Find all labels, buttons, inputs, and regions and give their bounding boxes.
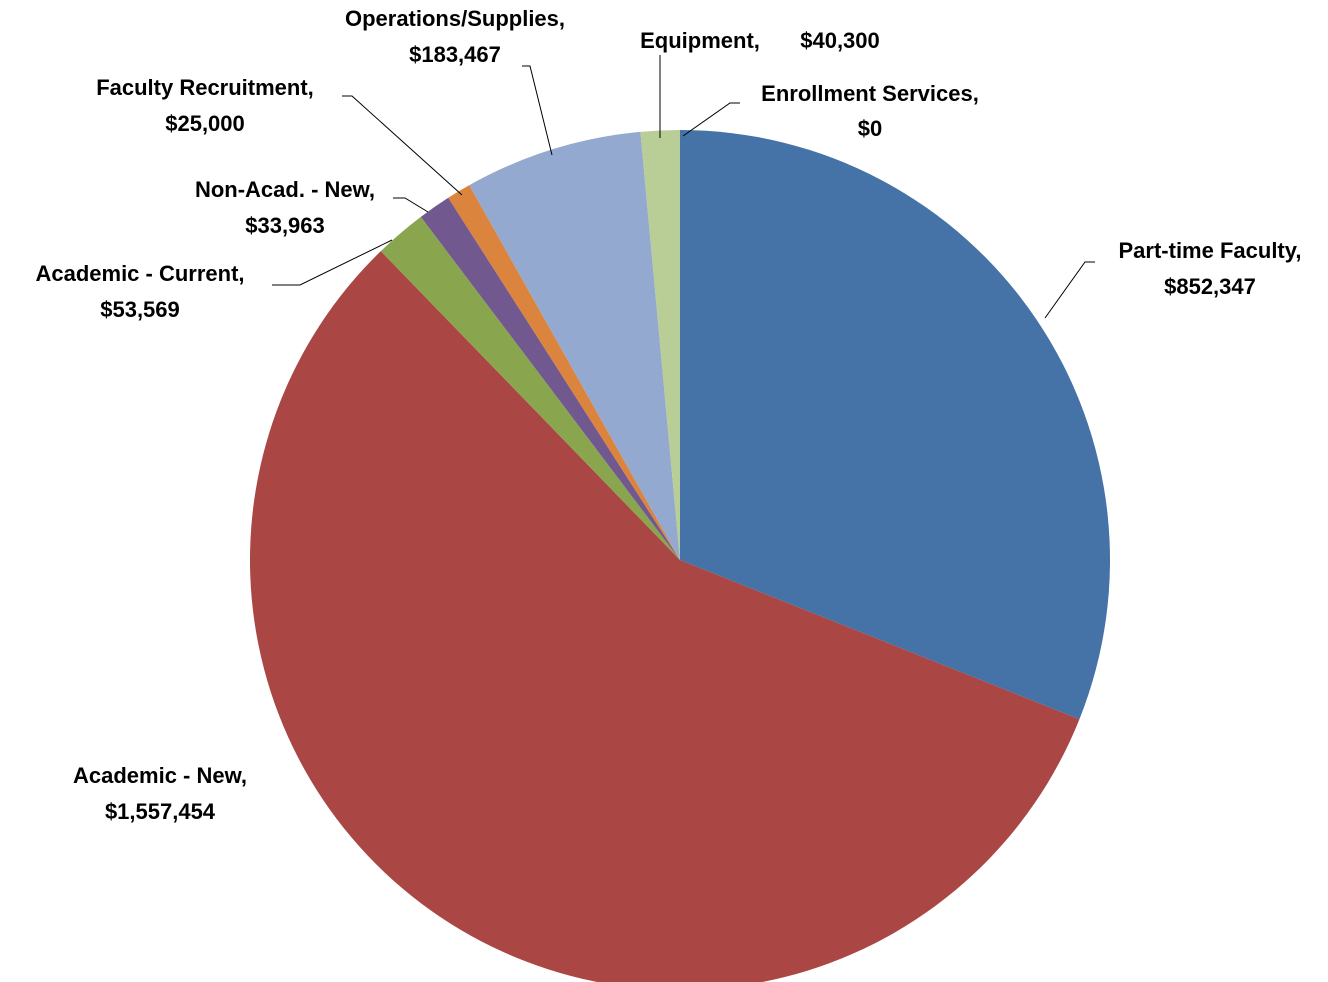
slice-label: Academic - Current, (35, 261, 244, 286)
slice-label: Equipment, (640, 28, 760, 53)
leader-line (342, 95, 463, 196)
pie-slice (640, 130, 680, 560)
pie-slice (249, 251, 1080, 982)
leader-line (682, 102, 740, 137)
slice-value-label: $183,467 (409, 42, 501, 67)
slice-label: Non-Acad. - New, (195, 177, 375, 202)
slice-label: Enrollment Services, (761, 81, 979, 106)
slice-label: Operations/Supplies, (345, 6, 565, 31)
pie-slice (420, 197, 680, 561)
leader-line (522, 65, 553, 156)
leader-line (393, 197, 429, 213)
pie-slice (469, 131, 680, 560)
pie-slice (448, 185, 680, 560)
slice-value-label: $53,569 (100, 297, 180, 322)
slice-value-label: $33,963 (245, 213, 325, 238)
slice-value-label: $0 (858, 116, 882, 141)
slice-value-label: $40,300 (800, 28, 880, 53)
slice-value-label: $25,000 (165, 111, 245, 136)
pie-slice (380, 216, 680, 560)
leader-line (272, 239, 393, 286)
slice-label: Academic - New, (73, 763, 247, 788)
slice-label: Part-time Faculty, (1119, 238, 1302, 263)
leader-line (1044, 261, 1095, 319)
pie-slice (680, 130, 1110, 720)
slice-value-label: $1,557,454 (105, 799, 216, 824)
slice-value-label: $852,347 (1164, 274, 1256, 299)
slice-label: Faculty Recruitment, (96, 75, 314, 100)
